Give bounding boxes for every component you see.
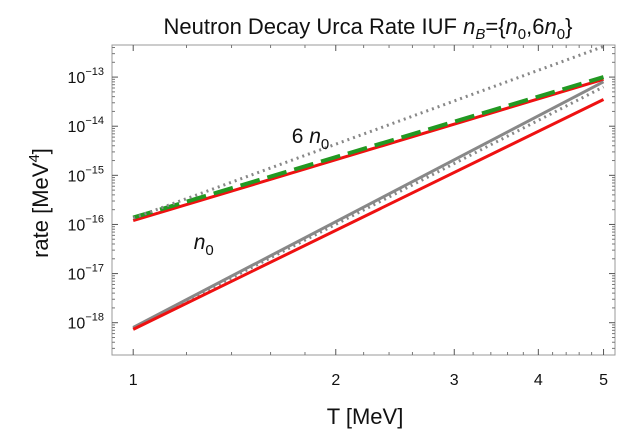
x-tick-label: 3 xyxy=(450,372,459,389)
series-line-5 xyxy=(132,85,605,330)
title-nb: n xyxy=(463,14,475,39)
major-ticks xyxy=(112,45,615,355)
chart-title: Neutron Decay Urca Rate IUF nB={n0,6n0} xyxy=(164,14,573,43)
x-tick-label: 5 xyxy=(599,372,608,389)
title-n0b: n xyxy=(545,14,557,39)
y-tick-label: 10−14 xyxy=(68,115,104,136)
minor-ticks xyxy=(112,45,615,355)
y-tick-label: 10−16 xyxy=(68,213,104,234)
y-tick-label: 10−17 xyxy=(68,263,104,284)
y-axis-label-suffix: ] xyxy=(28,148,53,154)
title-nb-sub: B xyxy=(475,26,485,43)
series-line-1 xyxy=(132,77,604,223)
y-tick-label: 10−18 xyxy=(68,312,104,333)
y-axis-label-prefix: rate [MeV xyxy=(28,162,53,258)
series-layer xyxy=(132,45,605,331)
title-six: 6 xyxy=(532,14,544,39)
series-line-6 xyxy=(132,98,605,331)
series-line-4 xyxy=(132,80,605,329)
x-tick-label: 2 xyxy=(331,372,340,389)
y-tick-label: 10−15 xyxy=(68,164,104,185)
title-eq: ={ xyxy=(485,14,505,39)
x-axis-label: T [MeV] xyxy=(327,404,404,429)
title-comma: , xyxy=(526,14,532,39)
title-n0b-sub: 0 xyxy=(557,26,565,43)
y-tick-label: 10−13 xyxy=(68,66,104,87)
title-close: } xyxy=(565,14,572,39)
annotation-layer: 6 n0 n0 xyxy=(194,125,330,259)
x-tick-label: 4 xyxy=(534,372,543,389)
title-text: Neutron Decay Urca Rate IUF xyxy=(164,14,464,39)
title-n0a-sub: 0 xyxy=(518,26,526,43)
curve-annotation: n0 xyxy=(194,231,214,259)
y-axis-label-sup: 4 xyxy=(26,154,43,162)
curve-annotation: 6 n0 xyxy=(292,125,330,153)
series-line-2 xyxy=(132,75,605,220)
y-axis-label: rate [MeV4] xyxy=(26,148,53,258)
series-line-3 xyxy=(132,45,605,220)
x-tick-label: 1 xyxy=(129,372,138,389)
tick-labels: 1 2 3 4 5 10−18 10−17 10−16 10−15 10−14 10−13 xyxy=(68,66,609,389)
title-n0a: n xyxy=(506,14,518,39)
